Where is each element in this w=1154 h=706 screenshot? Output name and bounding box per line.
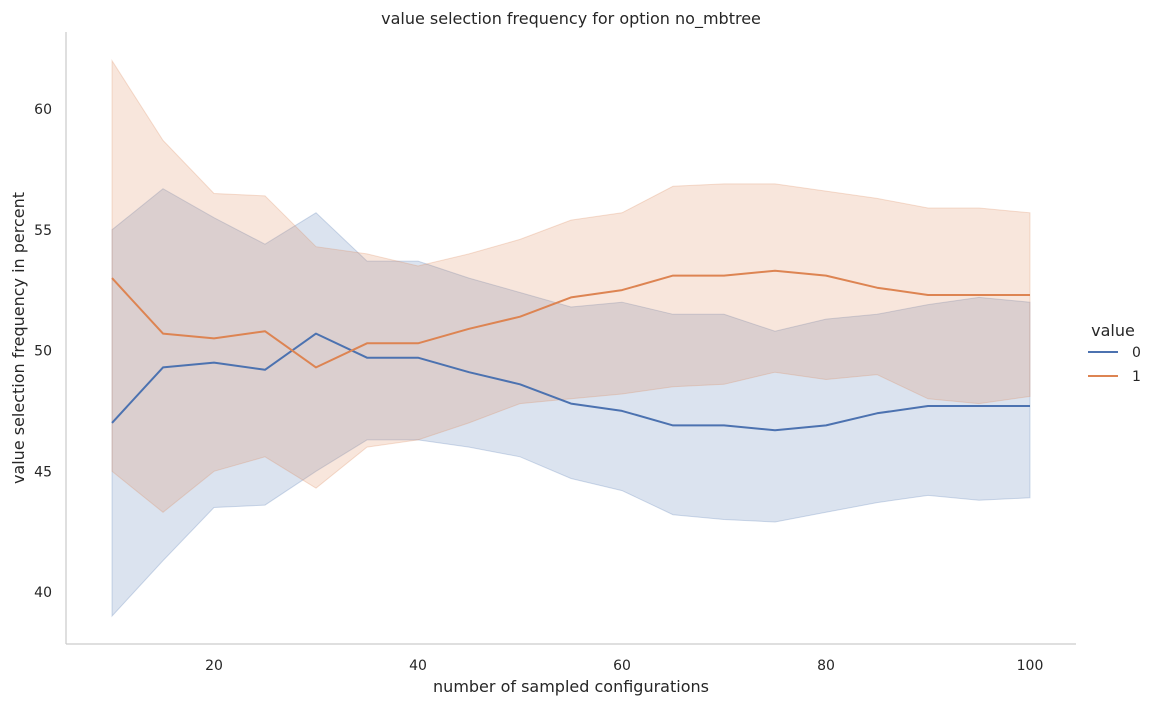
x-tick-labels: 20 40 60 80 100 <box>205 658 1043 674</box>
y-tick-label: 60 <box>34 102 52 118</box>
confidence-band-series-0 <box>111 188 1031 618</box>
legend-label-0: 0 <box>1132 345 1141 361</box>
confidence-bands <box>111 58 1031 618</box>
x-axis-label: number of sampled configurations <box>433 677 709 696</box>
y-tick-label: 55 <box>34 223 52 239</box>
series-lines <box>111 269 1030 432</box>
legend: value 0 1 <box>1088 321 1141 385</box>
series-line-1 <box>111 269 1030 369</box>
y-tick-label: 40 <box>34 585 52 601</box>
y-tick-label: 45 <box>34 464 52 480</box>
x-tick-label: 60 <box>613 658 631 674</box>
x-tick-label: 40 <box>409 658 427 674</box>
y-tick-label: 50 <box>34 344 52 360</box>
x-tick-label: 20 <box>205 658 223 674</box>
legend-label-1: 1 <box>1132 369 1141 385</box>
series-line-0 <box>111 332 1030 432</box>
y-tick-labels: 40 45 50 55 60 <box>34 102 52 601</box>
chart-title: value selection frequency for option no_… <box>381 9 761 29</box>
y-axis-label: value selection frequency in percent <box>9 192 28 484</box>
x-tick-label: 80 <box>817 658 835 674</box>
x-tick-label: 100 <box>1017 658 1044 674</box>
confidence-band-series-1 <box>111 58 1031 513</box>
legend-title: value <box>1091 321 1135 340</box>
